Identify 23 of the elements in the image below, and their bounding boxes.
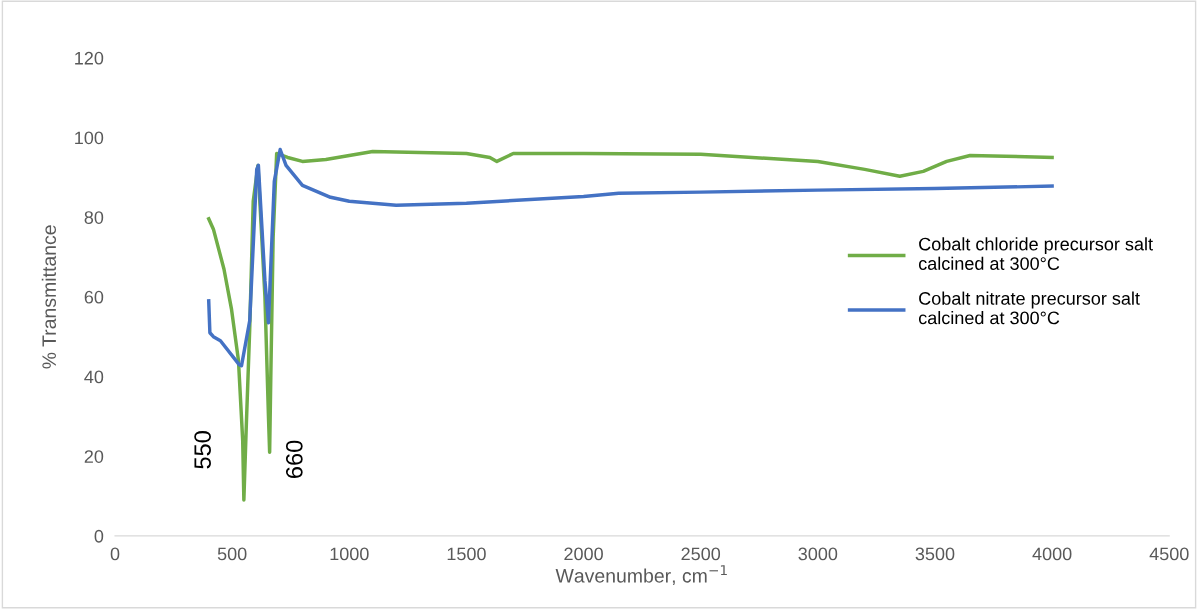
annotation: 550 — [194, 431, 211, 469]
legend-label: Cobalt chloride precursor salt calcined at 300°C — [918, 237, 1153, 270]
y-axis-title: % Transmittance — [41, 225, 57, 369]
x-tick-label: 1500 — [447, 547, 486, 561]
y-tick-label: 40 — [84, 370, 104, 384]
y-tick-label: 80 — [84, 211, 104, 224]
x-tick-label: 2000 — [564, 547, 603, 561]
y-tick-label: 120 — [75, 51, 104, 65]
x-tick-label: 2500 — [681, 547, 721, 561]
y-tick-label: 20 — [84, 450, 104, 463]
x-tick-label: 3500 — [915, 547, 955, 561]
x-tick-label: 4000 — [1032, 547, 1072, 561]
x-tick-label: 4500 — [1149, 547, 1189, 561]
y-tick-label: 100 — [75, 131, 104, 145]
x-tick-label: 3000 — [798, 547, 838, 561]
legend-label: Cobalt nitrate precursor salt calcined at 300°C — [918, 291, 1140, 325]
annotation: 660 — [285, 440, 303, 478]
x-tick-label: 0 — [110, 547, 120, 561]
x-axis-title: Wavenumber, cm$^{−1}$ — [555, 565, 727, 585]
y-tick-label: 60 — [84, 290, 104, 304]
x-tick-label: 1000 — [330, 547, 369, 561]
y-tick-label: 0 — [94, 529, 104, 543]
x-tick-label: 500 — [217, 547, 247, 561]
